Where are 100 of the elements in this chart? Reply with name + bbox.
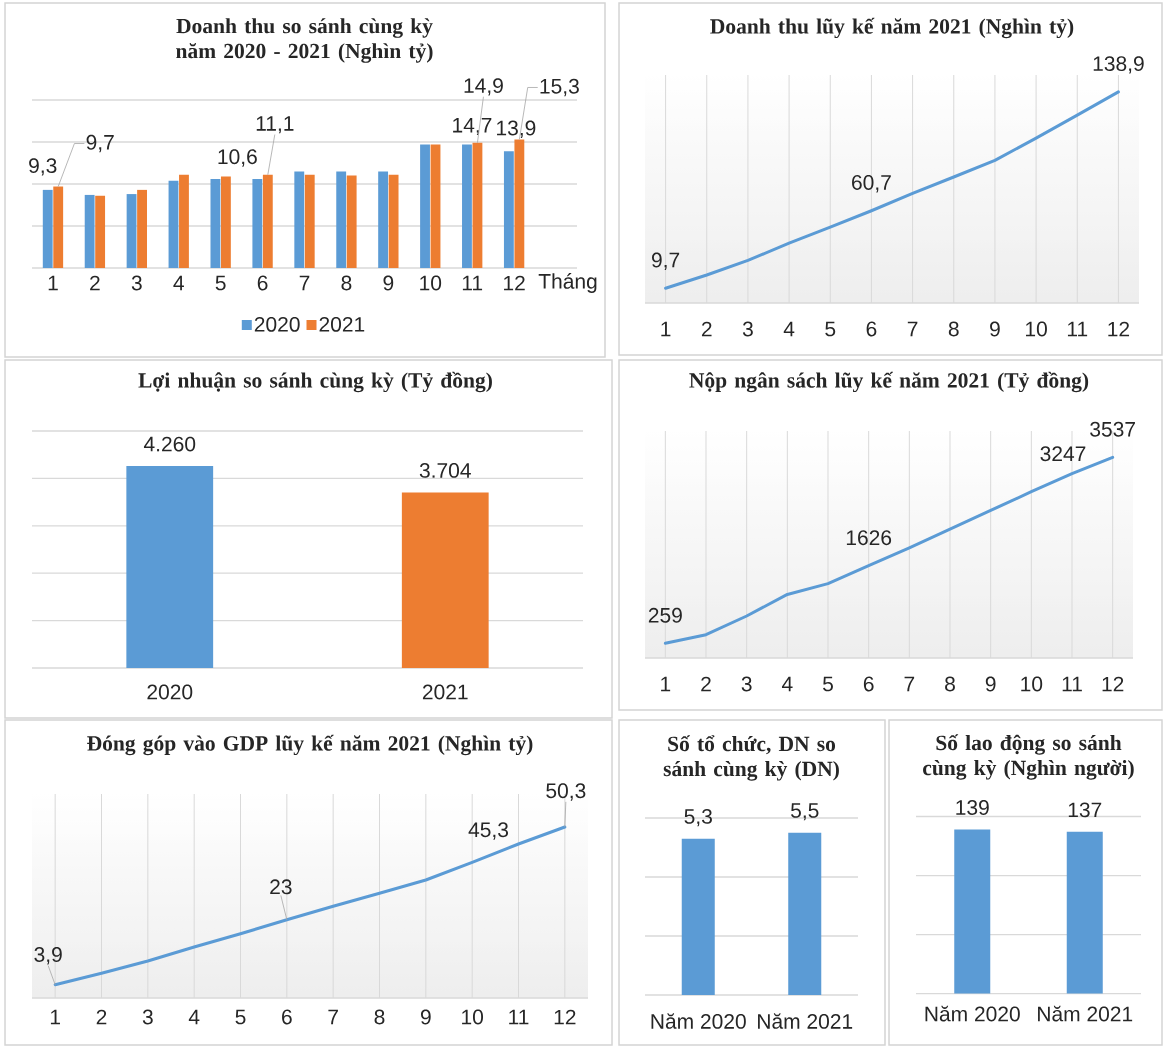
x-tick-label: 11 [1062, 676, 1082, 692]
data-label: 3,9 [34, 947, 62, 965]
bar [346, 175, 357, 268]
bar [503, 151, 514, 268]
bar [42, 189, 53, 268]
x-tick-label: 5 [823, 676, 833, 692]
x-tick-label: 5 [215, 275, 226, 291]
x-tick-label: 4 [188, 1009, 200, 1025]
chart-title: Doanh thu so sánh cùng kỳ năm 2020 - 2021 (Nghìn tỷ) [176, 18, 433, 63]
data-label: 13,9 [497, 120, 536, 138]
bar [304, 174, 315, 268]
bar [294, 171, 305, 268]
data-label: 60,7 [852, 175, 891, 193]
data-label: 1626 [846, 530, 892, 546]
chart-title: Lợi nhuận so sánh cùng kỳ (Tỷ đồng) [138, 371, 492, 393]
data-label: 9,7 [86, 134, 114, 153]
x-tick-label: 10 [420, 275, 442, 291]
x-tick-label: 3 [131, 275, 142, 291]
x-tick-label: 7 [904, 676, 915, 692]
x-tick-label: 2 [701, 321, 712, 337]
data-label: 5,5 [791, 803, 819, 821]
x-tick-label: 8 [945, 676, 955, 692]
x-tick-label: 9 [383, 275, 394, 291]
x-tick-label: 12 [504, 275, 525, 291]
bar [378, 171, 389, 268]
bar [514, 139, 525, 268]
x-tick-label: 5 [235, 1009, 246, 1025]
data-label: 3247 [1040, 446, 1086, 462]
x-tick-label: 1 [48, 275, 58, 291]
data-label: 50,3 [546, 783, 586, 801]
x-tick-label: 4 [781, 676, 793, 692]
x-tick-label: 8 [948, 321, 959, 337]
x-tick-label: 12 [1102, 676, 1124, 692]
data-label: 139 [956, 800, 989, 815]
x-tick-label: Năm 2020 [651, 1013, 746, 1029]
data-label: 11,1 [256, 116, 294, 134]
x-tick-label: 9 [420, 1009, 431, 1025]
x-tick-label: 8 [341, 275, 352, 291]
data-label: 9,3 [29, 158, 57, 176]
x-tick-label: 7 [907, 321, 918, 337]
data-label: 5,3 [684, 808, 712, 827]
bar [137, 189, 147, 268]
data-label: 15,3 [540, 78, 579, 97]
x-tick-label: 9 [990, 321, 1000, 337]
x-tick-label: 6 [257, 275, 268, 291]
data-label: 10,6 [218, 149, 257, 167]
bar [388, 174, 399, 268]
bar [220, 176, 231, 268]
bar [462, 144, 472, 268]
data-label: 4.260 [143, 436, 196, 452]
bar [53, 186, 64, 268]
x-tick-label: 7 [328, 1009, 338, 1025]
chart-title: Số lao động so sánh cùng kỳ (Nghìn người) [923, 734, 1134, 780]
x-tick-label: 3 [741, 676, 752, 692]
x-tick-label: 12 [554, 1009, 576, 1025]
data-label: 23 [270, 879, 292, 895]
chart-title: Doanh thu lũy kế năm 2021 (Nghìn tỷ) [710, 17, 1074, 39]
data-label: 259 [648, 607, 682, 623]
chart-title: Nộp ngân sách lũy kế năm 2021 (Tỷ đồng) [689, 371, 1089, 393]
x-tick-label: 11 [1067, 321, 1088, 337]
x-tick-label: 2021 [422, 684, 468, 700]
x-tick-label: 2020 [147, 684, 193, 700]
bar [95, 195, 106, 268]
bar [336, 171, 347, 268]
x-tick-label: 10 [1021, 676, 1043, 692]
x-tick-label: 6 [282, 1009, 292, 1025]
x-tick-label: 10 [1026, 321, 1047, 337]
data-label: 3.704 [419, 462, 471, 478]
x-tick-label: 6 [866, 321, 877, 337]
data-label: 137 [1068, 802, 1102, 818]
data-label: 3537 [1090, 421, 1135, 437]
x-tick-label: 3 [742, 321, 753, 337]
bar [420, 144, 430, 268]
x-tick-label: 5 [825, 321, 836, 337]
bar [430, 144, 441, 268]
data-label: 14,9 [464, 78, 503, 96]
bar [84, 194, 95, 268]
x-tick-label: 4 [783, 321, 795, 337]
x-tick-label: Năm 2021 [758, 1013, 853, 1029]
x-tick-label: 9 [985, 676, 996, 692]
x-tick-label: Năm 2021 [1038, 1005, 1133, 1022]
bar [179, 174, 189, 268]
x-tick-label: 7 [299, 275, 310, 291]
x-tick-label: 10 [462, 1009, 484, 1025]
x-tick-label: 1 [661, 676, 671, 692]
x-tick-label: 6 [863, 676, 874, 692]
bar [252, 178, 263, 268]
bar [262, 174, 273, 268]
x-tick-label: 4 [173, 275, 184, 291]
x-axis-title: Tháng [538, 273, 597, 293]
x-tick-label: Năm 2020 [925, 1005, 1020, 1022]
x-tick-label: 1 [661, 321, 671, 337]
x-tick-label: 8 [374, 1009, 385, 1025]
bar [168, 180, 179, 268]
x-tick-label: 11 [462, 275, 483, 291]
data-label: 45,3 [468, 822, 509, 840]
data-label: 138,9 [1093, 56, 1144, 74]
data-label: 14,7 [453, 117, 492, 136]
x-tick-label: 2 [90, 275, 100, 291]
data-label: 9,7 [651, 252, 680, 270]
